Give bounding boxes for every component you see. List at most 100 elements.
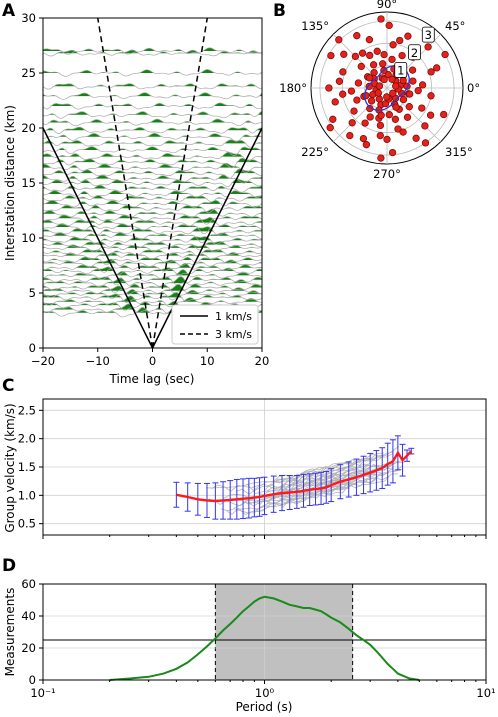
trace-fill xyxy=(43,69,262,73)
polar-angle-label: 315° xyxy=(445,145,473,159)
panel-letter-b: B xyxy=(273,1,286,21)
trace-line xyxy=(42,288,263,301)
polar-point xyxy=(374,89,382,97)
polar-point xyxy=(380,75,388,84)
trace-line xyxy=(42,132,263,142)
polar-point xyxy=(362,91,370,100)
period-window xyxy=(215,584,353,680)
trace-line xyxy=(42,295,263,308)
trace-fill xyxy=(43,200,262,204)
polar-point xyxy=(339,90,347,98)
polar-point xyxy=(403,113,412,121)
trace-fill xyxy=(43,133,262,137)
trace-fill xyxy=(43,223,262,227)
polar-point xyxy=(408,66,417,74)
trace-line xyxy=(42,69,263,77)
y-tick-label: 5 xyxy=(29,286,36,300)
panel-d-curve xyxy=(109,595,420,681)
panel-c-ylabel: Group velocity (km/s) xyxy=(3,403,17,532)
polar-point xyxy=(376,121,385,130)
polar-point xyxy=(421,139,430,147)
trace-line xyxy=(42,139,263,148)
polar-point xyxy=(359,134,368,143)
polar-point xyxy=(370,68,378,77)
trace-line xyxy=(42,256,263,266)
panel-a-ylabel: Interstation distance (km) xyxy=(3,105,17,261)
trace-line xyxy=(42,102,263,110)
polar-point xyxy=(424,43,432,51)
polar-point xyxy=(357,62,365,71)
polar-point xyxy=(354,79,363,87)
polar-point xyxy=(369,61,378,69)
x-tick-label: −20 xyxy=(31,354,55,368)
trace-line xyxy=(42,214,263,225)
polar-point xyxy=(377,111,385,119)
panel-letter-a: A xyxy=(2,1,16,21)
polar-point xyxy=(427,68,435,76)
polar-point xyxy=(396,36,404,45)
legend-box xyxy=(171,304,259,345)
trace-fill xyxy=(43,276,262,280)
polar-point xyxy=(377,154,385,162)
trace-line xyxy=(42,162,263,173)
trace-line xyxy=(42,157,263,169)
polar-point xyxy=(375,82,384,90)
polar-radial-label: 3 xyxy=(425,28,432,42)
trace-fill xyxy=(43,276,262,284)
polar-angle-label: 0° xyxy=(467,81,480,95)
trace-line xyxy=(43,236,263,245)
individual-dispersion-curve xyxy=(278,464,379,490)
polar-point xyxy=(418,104,426,112)
panel-c-axis-ticks: 0.5 1.0 1.5 2.0 2.5 xyxy=(18,403,487,539)
polar-point xyxy=(367,97,376,105)
velocity-line-1kms xyxy=(42,127,154,349)
trace-line xyxy=(42,190,263,198)
polar-point xyxy=(388,55,396,64)
trace-line xyxy=(42,184,263,193)
individual-dispersion-curve xyxy=(289,468,403,500)
x-tick-label: 20 xyxy=(255,354,270,368)
trace-fill xyxy=(43,178,262,183)
trace-line xyxy=(42,232,263,243)
polar-point xyxy=(412,134,420,142)
polar-radial-label-box xyxy=(408,44,421,61)
velocity-line-3kms xyxy=(97,17,154,349)
y-tick-label: 20 xyxy=(21,121,36,135)
trace-fill xyxy=(43,284,262,291)
panel-d-shaded-range xyxy=(214,584,354,680)
polar-point xyxy=(427,92,435,100)
velocity-line-1kms xyxy=(151,127,263,349)
trace-fill xyxy=(43,303,262,310)
polar-point xyxy=(350,107,358,115)
polar-point xyxy=(389,89,397,97)
panel-a-velocity-lines xyxy=(42,17,263,349)
trace-line xyxy=(42,199,263,208)
polar-angle-label: 90° xyxy=(377,0,397,11)
trace-line xyxy=(42,223,263,235)
polar-point xyxy=(399,76,407,85)
polar-point xyxy=(365,36,374,44)
polar-point xyxy=(348,119,356,127)
trace-line xyxy=(42,249,263,257)
polar-point xyxy=(388,148,397,157)
trace-line xyxy=(42,276,263,288)
mean-velocity-curve xyxy=(176,450,413,503)
trace-line xyxy=(42,291,263,303)
polar-point xyxy=(440,110,448,119)
y-tick-label: 30 xyxy=(21,11,36,25)
panel-d-measurements: 0 20 40 60 10⁻¹ 10⁰ 10¹ Period (s) Measurement… xyxy=(3,577,496,714)
polar-point xyxy=(366,51,374,60)
trace-fill xyxy=(43,295,262,302)
y-tick-label: 25 xyxy=(21,66,36,80)
polar-spoke xyxy=(332,33,388,89)
x-tick-label: 10¹ xyxy=(476,686,495,700)
trace-fill xyxy=(43,49,262,54)
trace-line xyxy=(42,168,263,179)
panel-c-group-velocity: 0.5 1.0 1.5 2.0 2.5 Group velocity (km/s) xyxy=(3,398,487,539)
trace-line xyxy=(42,241,263,251)
polar-point xyxy=(385,21,393,30)
y-tick-label: 1.5 xyxy=(18,460,36,474)
legend-entry-3kms: 3 km/s xyxy=(215,328,252,341)
polar-point xyxy=(376,131,384,140)
polar-point xyxy=(380,50,388,59)
